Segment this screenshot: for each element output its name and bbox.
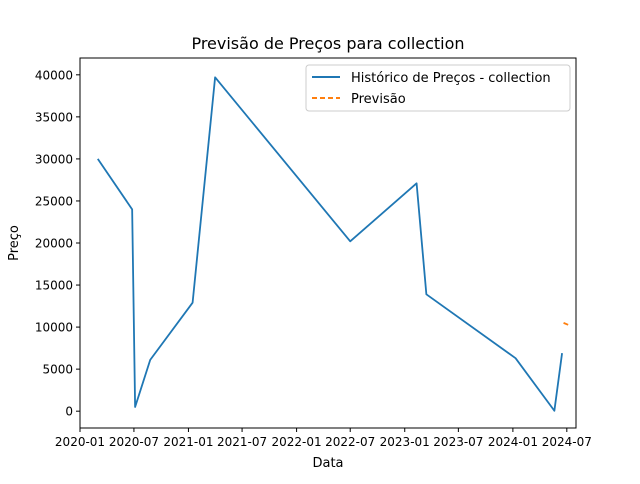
x-tick-label: 2020-07 [109,435,159,449]
y-tick-label: 15000 [35,279,73,293]
data-point-previsao-0 [562,321,565,324]
y-tick-label: 0 [65,405,73,419]
legend-label-historico: Histórico de Preços - collection [351,71,551,86]
data-point-previsao-1 [568,324,571,327]
series-layer [96,76,571,412]
data-point-historico-11 [561,352,564,355]
y-tick-label: 10000 [35,321,73,335]
x-tick-label: 2020-01 [55,435,105,449]
data-point-historico-2 [134,405,137,408]
x-axis: 2020-01 2020-07 2021-01 2021-07 2022-01 2022-… [55,428,592,449]
x-tick-label: 2022-07 [325,435,375,449]
x-tick-label: 2024-01 [488,435,538,449]
y-axis-label: Preço [7,225,22,261]
data-point-historico-4 [191,301,194,304]
legend-box [305,64,571,112]
y-tick-label: 5000 [42,363,73,377]
data-point-historico-6 [349,240,352,243]
y-tick-label: 40000 [35,68,73,82]
series-line-historico [97,76,563,412]
x-tick-label: 2021-01 [163,435,213,449]
y-tick-label: 20000 [35,237,73,251]
x-tick-label: 2022-01 [272,435,322,449]
x-tick-label: 2024-07 [542,435,592,449]
data-point-historico-7 [415,182,418,185]
data-point-historico-9 [514,357,517,360]
y-tick-label: 35000 [35,110,73,124]
x-tick-label: 2021-07 [217,435,267,449]
y-axis: 0 5000 10000 15000 20000 25000 30000 35000 40000 [35,68,80,419]
y-tick-label: 30000 [35,152,73,166]
data-point-historico-10 [553,409,556,412]
y-tick-label: 25000 [35,194,73,208]
x-axis-label: Data [312,456,343,471]
legend: Histórico de Preços - collection Previsã… [305,64,571,112]
legend-label-previsao: Previsão [351,92,406,107]
series-line-previsao [563,322,570,327]
data-point-historico-8 [425,293,428,296]
x-tick-label: 2023-01 [380,435,430,449]
data-point-historico-0 [96,157,99,160]
x-tick-label: 2023-07 [433,435,483,449]
chart-title: Previsão de Preços para collection [191,34,464,53]
data-point-historico-3 [149,358,152,361]
data-point-historico-5 [214,76,217,79]
data-point-historico-1 [131,208,134,211]
